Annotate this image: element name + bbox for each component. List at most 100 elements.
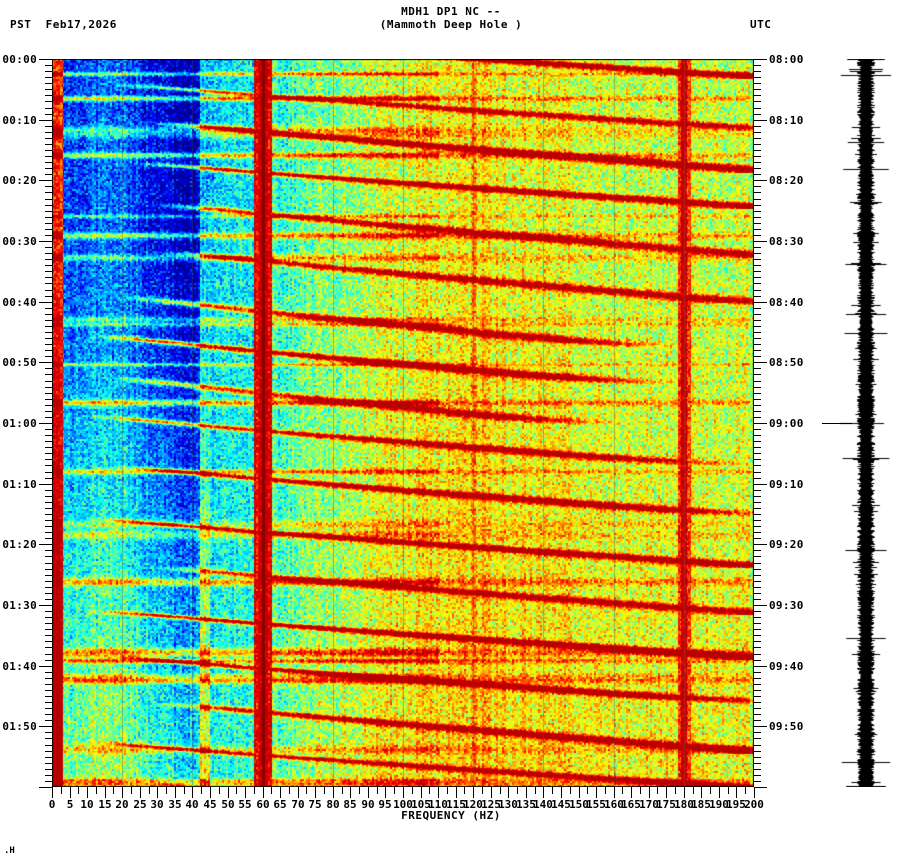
axis-major-tick bbox=[39, 726, 52, 727]
waveform-time-marker bbox=[822, 423, 852, 424]
x-axis-minor-tick bbox=[254, 787, 255, 794]
x-axis-tick-label: 175 bbox=[656, 798, 676, 811]
x-axis-tick-label: 195 bbox=[726, 798, 746, 811]
x-axis-tick-label: 105 bbox=[411, 798, 431, 811]
axis-minor-tick bbox=[45, 101, 52, 102]
x-axis-major-tick bbox=[403, 787, 404, 798]
axis-minor-tick bbox=[754, 556, 761, 557]
axis-minor-tick bbox=[754, 77, 761, 78]
x-axis-major-tick bbox=[175, 787, 176, 798]
axis-minor-tick bbox=[45, 617, 52, 618]
x-axis-major-tick bbox=[614, 787, 615, 798]
axis-minor-tick bbox=[45, 381, 52, 382]
x-axis-major-tick bbox=[491, 787, 492, 798]
axis-minor-tick bbox=[754, 199, 761, 200]
axis-minor-tick bbox=[754, 356, 761, 357]
axis-minor-tick bbox=[754, 769, 761, 770]
x-axis-tick-label: 155 bbox=[586, 798, 606, 811]
axis-minor-tick bbox=[45, 514, 52, 515]
axis-minor-tick bbox=[754, 654, 761, 655]
x-axis-minor-tick bbox=[394, 787, 395, 794]
corner-artifact-mark: .H bbox=[4, 846, 15, 856]
axis-minor-tick bbox=[754, 447, 761, 448]
axis-minor-tick bbox=[754, 708, 761, 709]
axis-minor-tick bbox=[754, 126, 761, 127]
x-axis-major-tick bbox=[438, 787, 439, 798]
spectrogram-plot[interactable] bbox=[52, 59, 754, 787]
x-axis-tick-label: 150 bbox=[569, 798, 589, 811]
axis-minor-tick bbox=[45, 144, 52, 145]
x-axis-minor-tick bbox=[324, 787, 325, 794]
axis-minor-tick bbox=[754, 526, 761, 527]
x-axis-minor-tick bbox=[61, 787, 62, 794]
axis-minor-tick bbox=[45, 629, 52, 630]
x-axis-tick-label: 5 bbox=[66, 798, 74, 811]
axis-minor-tick bbox=[45, 490, 52, 491]
x-axis-tick-label: 20 bbox=[115, 798, 129, 811]
axis-minor-tick bbox=[754, 459, 761, 460]
axis-minor-tick bbox=[45, 708, 52, 709]
axis-minor-tick bbox=[754, 265, 761, 266]
axis-minor-tick bbox=[754, 429, 761, 430]
axis-major-tick bbox=[754, 241, 767, 242]
axis-minor-tick bbox=[754, 223, 761, 224]
axis-major-tick bbox=[39, 605, 52, 606]
axis-minor-tick bbox=[754, 647, 761, 648]
axis-minor-tick bbox=[754, 205, 761, 206]
axis-minor-tick bbox=[45, 672, 52, 673]
x-axis-major-tick bbox=[87, 787, 88, 798]
x-axis-tick-label: 35 bbox=[168, 798, 182, 811]
x-axis-tick-label: 60 bbox=[256, 798, 270, 811]
axis-minor-tick bbox=[45, 126, 52, 127]
x-axis-major-tick bbox=[280, 787, 281, 798]
page-subtitle: (Mammoth Deep Hole ) bbox=[379, 18, 523, 31]
axis-minor-tick bbox=[45, 168, 52, 169]
axis-minor-tick bbox=[754, 763, 761, 764]
axis-minor-tick bbox=[754, 235, 761, 236]
x-axis-minor-tick bbox=[342, 787, 343, 794]
axis-minor-tick bbox=[45, 641, 52, 642]
x-axis-major-tick bbox=[701, 787, 702, 798]
x-axis-minor-tick bbox=[587, 787, 588, 794]
axis-major-tick bbox=[39, 787, 52, 788]
axis-minor-tick bbox=[45, 508, 52, 509]
x-axis-minor-tick bbox=[640, 787, 641, 794]
x-axis-major-tick bbox=[596, 787, 597, 798]
axis-minor-tick bbox=[754, 781, 761, 782]
axis-minor-tick bbox=[754, 453, 761, 454]
axis-minor-tick bbox=[754, 350, 761, 351]
axis-minor-tick bbox=[754, 520, 761, 521]
axis-major-tick bbox=[39, 302, 52, 303]
axis-minor-tick bbox=[754, 472, 761, 473]
axis-major-tick bbox=[754, 302, 767, 303]
utc-axis-tick-label: 08:40 bbox=[769, 296, 804, 309]
x-axis-tick-label: 95 bbox=[378, 798, 392, 811]
utc-axis-tick-label: 08:20 bbox=[769, 174, 804, 187]
axis-major-tick bbox=[754, 787, 767, 788]
header-timezone-pst: PST bbox=[10, 18, 32, 31]
x-axis-major-tick bbox=[754, 787, 755, 798]
x-axis-tick-label: 80 bbox=[326, 798, 340, 811]
axis-minor-tick bbox=[45, 138, 52, 139]
x-axis-tick-label: 170 bbox=[639, 798, 659, 811]
utc-axis-tick-label: 09:40 bbox=[769, 660, 804, 673]
x-axis-tick-label: 55 bbox=[238, 798, 252, 811]
axis-minor-tick bbox=[45, 253, 52, 254]
axis-minor-tick bbox=[45, 162, 52, 163]
axis-minor-tick bbox=[754, 156, 761, 157]
axis-minor-tick bbox=[754, 720, 761, 721]
axis-minor-tick bbox=[45, 156, 52, 157]
axis-minor-tick bbox=[754, 502, 761, 503]
x-axis-minor-tick bbox=[657, 787, 658, 794]
axis-minor-tick bbox=[754, 411, 761, 412]
axis-minor-tick bbox=[45, 781, 52, 782]
axis-minor-tick bbox=[754, 95, 761, 96]
x-axis-minor-tick bbox=[412, 787, 413, 794]
x-axis-major-tick bbox=[333, 787, 334, 798]
axis-minor-tick bbox=[754, 326, 761, 327]
axis-minor-tick bbox=[754, 174, 761, 175]
x-axis-tick-label: 30 bbox=[150, 798, 164, 811]
axis-minor-tick bbox=[45, 769, 52, 770]
axis-minor-tick bbox=[45, 611, 52, 612]
axis-minor-tick bbox=[45, 447, 52, 448]
